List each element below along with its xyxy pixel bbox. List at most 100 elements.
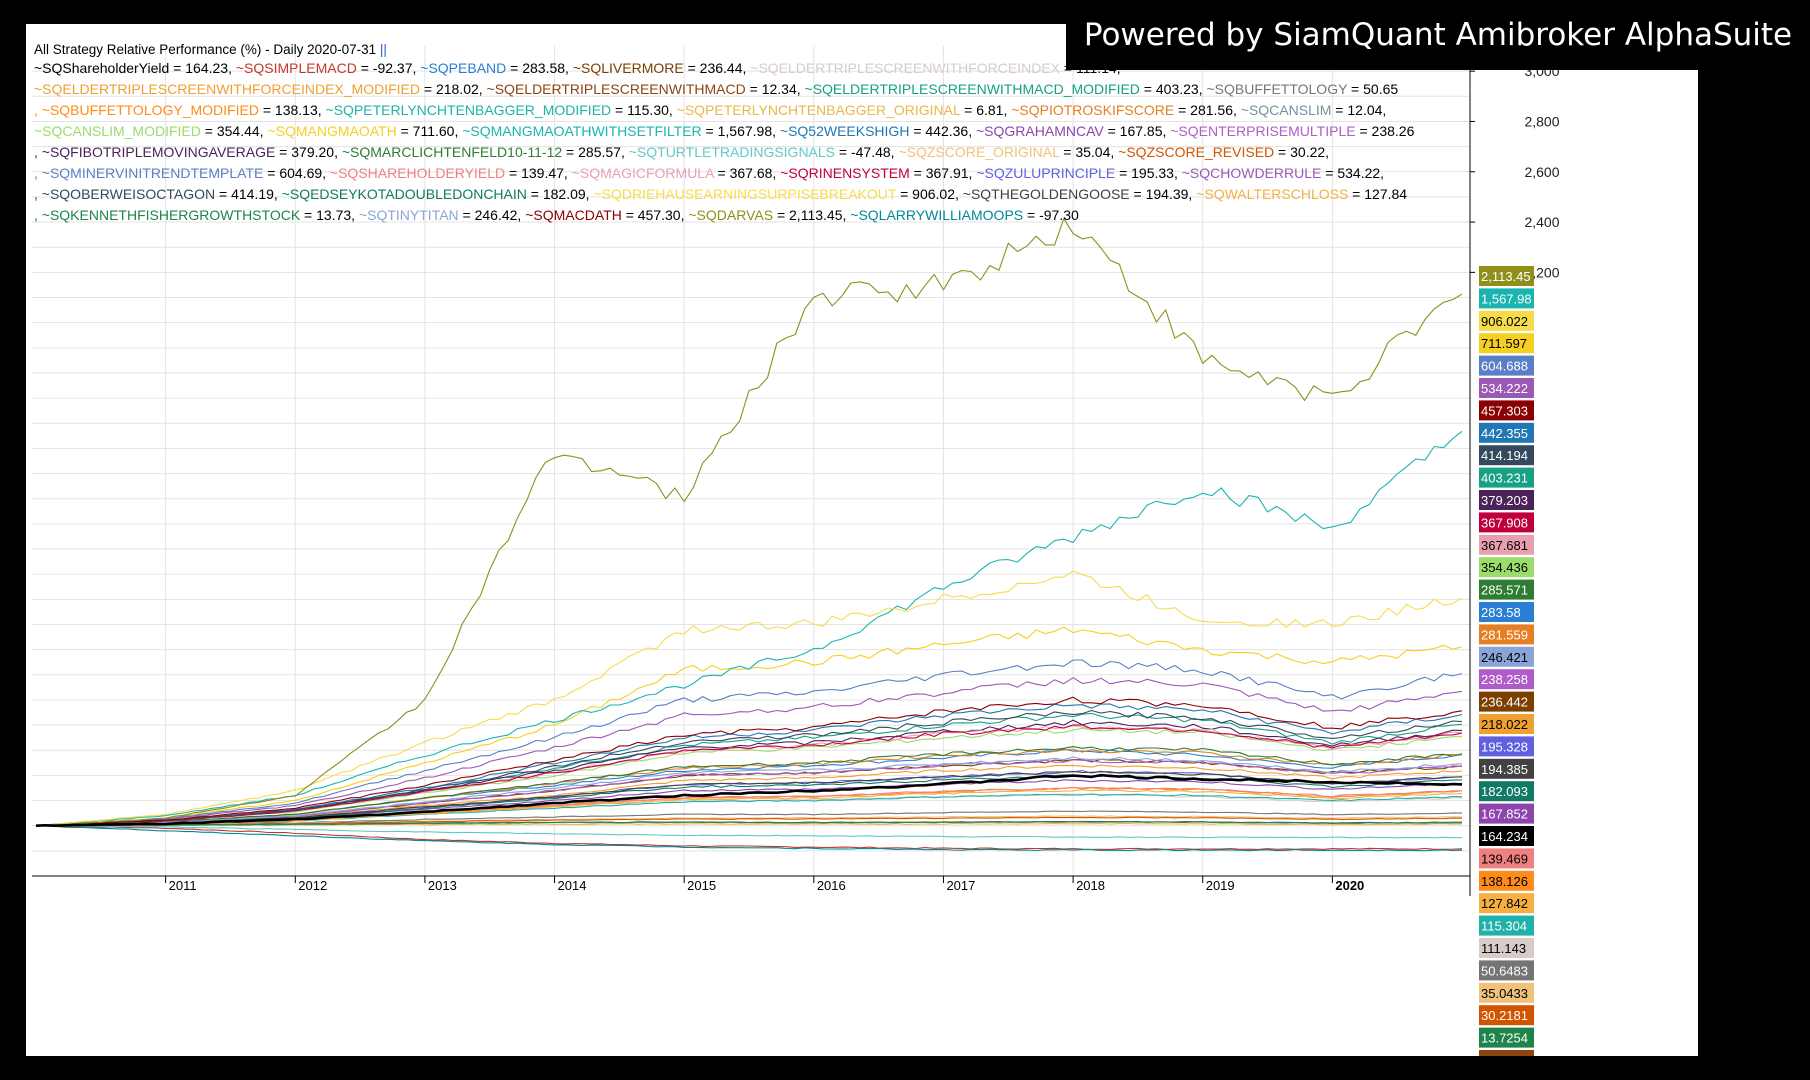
axis-value-label: 194.385 — [1481, 762, 1528, 777]
legend-row: ~SQCANSLIM_MODIFIED = 354.44, ~SQMANGMAO… — [34, 123, 1415, 139]
legend-series-name: ~SQLIVERMORE — [573, 60, 684, 76]
legend-series-name: ~SQRINENSYSTEM — [780, 165, 910, 181]
legend-series-value: = 281.56, — [1174, 102, 1241, 118]
axis-value-badge — [1479, 624, 1534, 645]
axis-value-badge — [1479, 982, 1534, 1003]
legend-series-name: ~SQ52WEEKSHIGH — [780, 123, 910, 139]
axis-value-label: 238.258 — [1481, 672, 1528, 687]
legend-series-name: ~SQENTERPRISEMULTIPLE — [1170, 123, 1355, 139]
series-line — [35, 820, 1462, 827]
legend-series-name: ~SQTURTLETRADINGSIGNALS — [629, 144, 835, 160]
legend-series-value: = 354.44, — [201, 123, 268, 139]
legend-series-value: = 246.42, — [459, 207, 526, 223]
legend-row: , ~SQMINERVINITRENDTEMPLATE = 604.69, ~S… — [34, 165, 1384, 181]
legend-series-name: ~SQShareholderYield — [34, 60, 169, 76]
legend-series-value: = 195.33, — [1115, 165, 1182, 181]
legend-series-value: = 238.26 — [1356, 123, 1415, 139]
legend-row: , ~SQKENNETHFISHERGROWTHSTOCK = 13.73, ~… — [34, 207, 1079, 223]
chart-panel: 2011 2012 2013 2014 2015 2016 2017 2018 2019 2020… — [26, 24, 1698, 1056]
legend-series-name: ~SQSHAREHOLDERYIELD — [330, 165, 505, 181]
axis-value-label: 35.0433 — [1481, 986, 1528, 1001]
legend-series-value: = 167.85, — [1104, 123, 1171, 139]
legend-row: ~SQShareholderYield = 164.23, ~SQSIMPLEM… — [34, 60, 1121, 76]
axis-value-label: 283.58 — [1481, 605, 1521, 620]
axis-value-label: 13.7254 — [1481, 1031, 1528, 1046]
legend-series-value: = 138.13, — [259, 102, 326, 118]
legend-series-value: = 30.22, — [1274, 144, 1329, 160]
legend-series-name: ~SQMACDATH — [525, 207, 622, 223]
legend-series-value: = 139.47, — [505, 165, 572, 181]
series-line — [35, 825, 1463, 852]
title-marker: || — [380, 42, 387, 57]
legend-series-name: ~SQMANGMAOATHWITHSETFILTER — [462, 123, 701, 139]
axis-value-label: 2,113.45 — [1481, 269, 1531, 284]
legend-series-name: ~SQDARVAS — [688, 207, 773, 223]
legend-series-name: , ~SQMINERVINITRENDTEMPLATE — [34, 165, 263, 181]
legend-row: ~SQELDERTRIPLESCREENWITHFORCEINDEX_MODIF… — [34, 81, 1398, 97]
legend-series-value: = 414.19, — [215, 186, 282, 202]
legend-series-value: = -47.48, — [835, 144, 898, 160]
x-tick-label: 2011 — [169, 878, 197, 893]
legend-series-value: = 534.22, — [1321, 165, 1384, 181]
axis-value-badge — [1479, 938, 1534, 958]
series-line — [35, 770, 1463, 827]
axis-value-label: 236.442 — [1481, 695, 1528, 710]
legend-series-value: = 711.60, — [397, 123, 463, 139]
legend-series-name: ~SQTINYTITAN — [359, 207, 459, 223]
axis-value-badge — [1479, 870, 1534, 891]
axis-value-badge — [1479, 579, 1534, 600]
axis-value-badge — [1479, 400, 1534, 421]
x-tick-label: 2017 — [946, 878, 975, 893]
axis-value-badge — [1479, 736, 1534, 757]
legend-series-value: = 12.04, — [1331, 102, 1386, 118]
legend-series-name: ~SQELDERTRIPLESCREENWITHMACD_MODIFIED — [805, 81, 1140, 97]
chart-title: All Strategy Relative Performance (%) - … — [34, 42, 387, 57]
axis-value-label: 50.6483 — [1481, 963, 1528, 978]
legend-series-name: ~SQELDERTRIPLESCREENWITHFORCEINDEX_MODIF… — [34, 81, 420, 97]
legend-series-name: ~SQWALTERSCHLOSS — [1196, 186, 1348, 202]
legend-row: , ~SQBUFFETTOLOGY_MODIFIED = 138.13, ~SQ… — [34, 102, 1386, 118]
x-tick-label: 2020 — [1335, 878, 1364, 893]
series-line — [35, 773, 1463, 827]
axis-value-badge — [1479, 378, 1534, 398]
legend-series-name: ~SQCANSLIM — [1241, 102, 1332, 118]
legend-series-name: ~SQPIOTROSKIFSCORE — [1011, 102, 1174, 118]
series-line — [35, 218, 1463, 827]
axis-value-badge — [1479, 646, 1534, 667]
legend-series-name: ~SQELDERTRIPLESCREENWITHFORCEINDEX — [750, 60, 1060, 76]
axis-value-badge — [1479, 310, 1534, 331]
y-axis: 3,0002,8002,6002,4002,2002,113.451,567.9… — [1469, 24, 1560, 1056]
legend-series-value: = 115.30, — [611, 102, 677, 118]
axis-value-label: 285.571 — [1481, 583, 1528, 598]
legend-series-name: ~SQPETERLYNCHTENBAGGER_ORIGINAL — [677, 102, 961, 118]
series-line — [35, 430, 1463, 827]
axis-value-label: 195.328 — [1481, 739, 1528, 754]
axis-value-label: 182.093 — [1481, 784, 1528, 799]
axis-value-label: 442.355 — [1481, 426, 1528, 441]
legend-series-value: = 236.44, — [684, 60, 751, 76]
axis-value-badge — [1479, 512, 1534, 533]
axis-value-label: 906.022 — [1481, 314, 1528, 329]
x-tick-label: 2015 — [687, 878, 716, 893]
series-line — [35, 825, 1463, 850]
legend-series-name: ~SQELDERTRIPLESCREENWITHMACD — [487, 81, 746, 97]
axis-value-badge — [1479, 557, 1534, 578]
legend-series-value: = 457.30, — [622, 207, 689, 223]
legend-series-value: = 367.91, — [910, 165, 977, 181]
legend-series-name: ~SQPETERLYNCHTENBAGGER_MODIFIED — [326, 102, 612, 118]
axis-value-badge — [1479, 803, 1534, 824]
series-line — [36, 756, 1463, 827]
series-line — [35, 659, 1463, 827]
legend-series-value: = 13.73, — [300, 207, 359, 223]
axis-value-badge — [1479, 266, 1534, 286]
x-tick-label: 2013 — [428, 878, 457, 893]
legend-series-value: = 403.23, — [1140, 81, 1207, 97]
legend-series-value: = 218.02, — [420, 81, 487, 97]
axis-value-badge — [1479, 1050, 1534, 1056]
legend-series-value: = 182.09, — [527, 186, 594, 202]
series-line — [36, 703, 1463, 827]
x-tick-label: 2018 — [1076, 878, 1105, 893]
legend-series-value: = 6.81, — [960, 102, 1011, 118]
series-line — [35, 746, 1463, 827]
series-line — [35, 677, 1463, 827]
